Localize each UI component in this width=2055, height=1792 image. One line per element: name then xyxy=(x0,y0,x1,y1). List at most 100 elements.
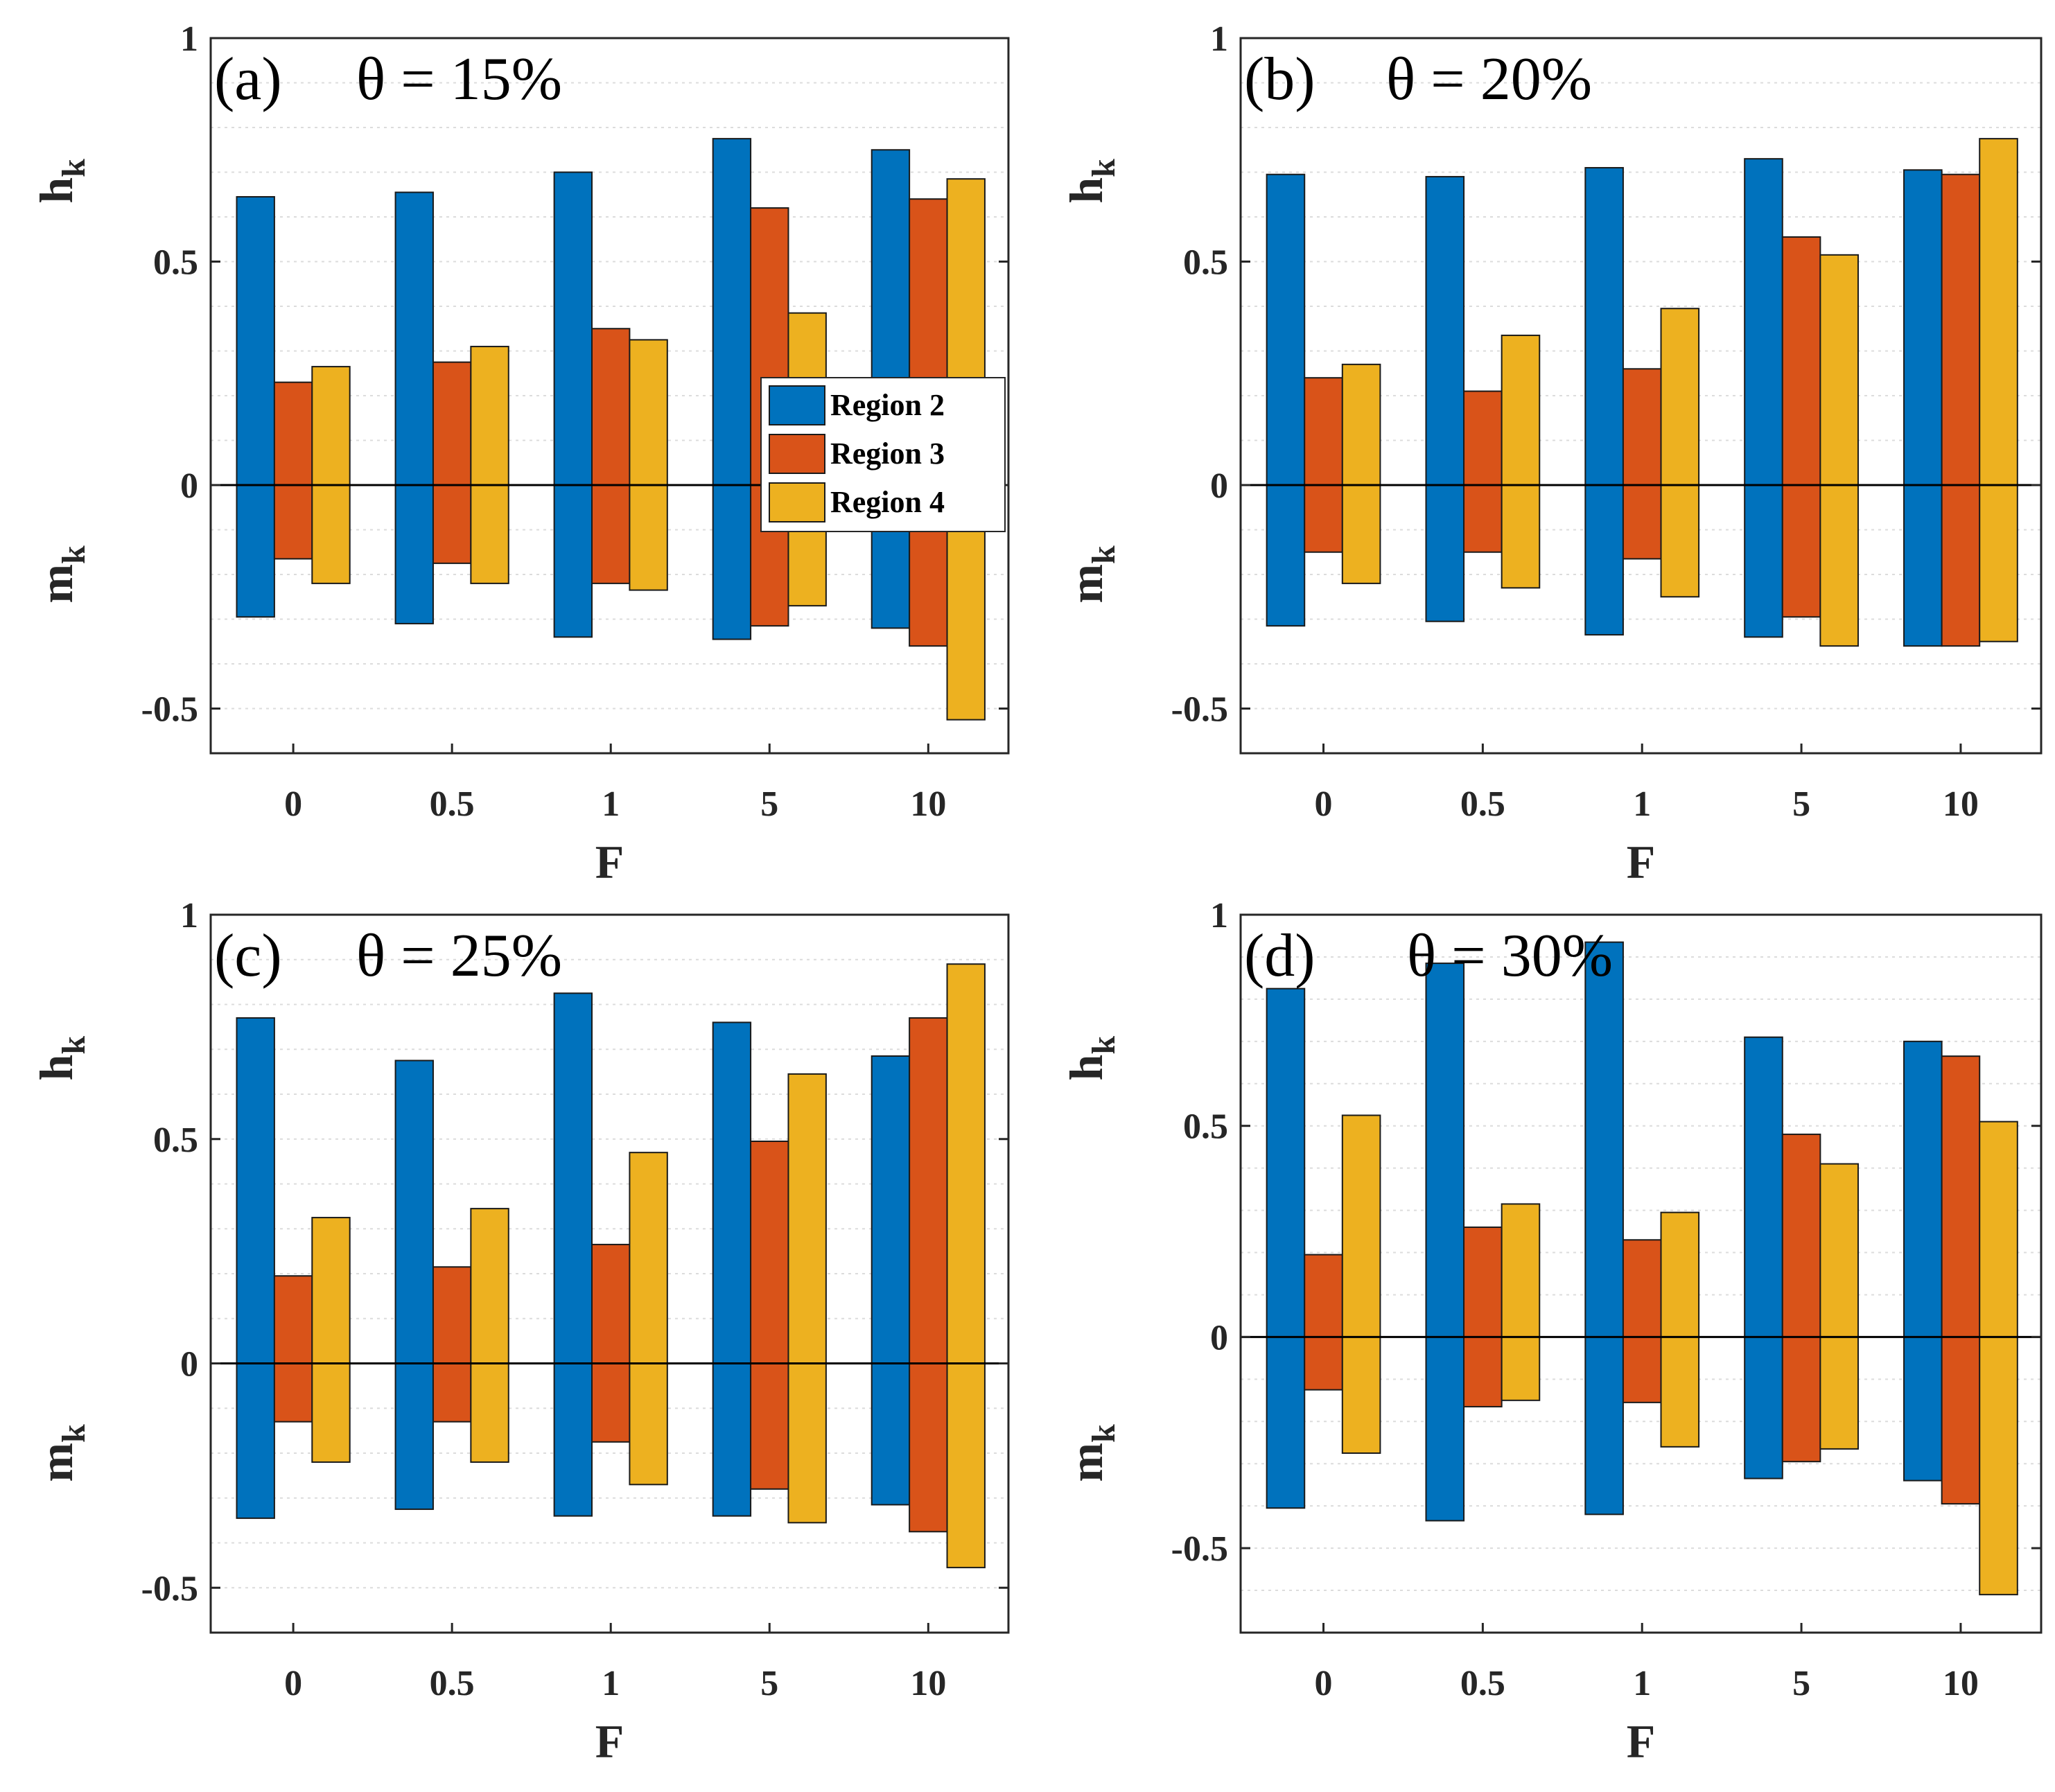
x-tick-label: 0 xyxy=(1315,784,1333,824)
bar-region2-m-1 xyxy=(1584,1336,1624,1516)
bar-region3-m-0 xyxy=(273,484,313,560)
bar-region4-m-0 xyxy=(311,484,351,584)
y-tick-label: 1 xyxy=(1210,896,1228,935)
bar-region2-m-0.5 xyxy=(1425,1336,1465,1522)
panel-label: (a) xyxy=(214,46,282,113)
bar-region3-m-10 xyxy=(1941,1336,1981,1505)
bar-region4-h-1 xyxy=(1660,1211,1700,1338)
bar-region4-h-0 xyxy=(1341,363,1381,486)
x-tick-label: 0.5 xyxy=(430,1664,475,1703)
bar-region4-m-0.5 xyxy=(1501,1336,1541,1401)
y-axis-label-m-sub: k xyxy=(1085,1424,1122,1443)
bar-region3-h-5 xyxy=(750,1140,789,1364)
bar-region2-m-0 xyxy=(1266,1336,1306,1509)
x-tick-label: 5 xyxy=(760,1664,778,1703)
bar-region4-h-1 xyxy=(629,1152,668,1364)
bar-region3-h-0 xyxy=(273,381,313,486)
bar-region2-h-0 xyxy=(236,195,275,486)
x-axis-label: F xyxy=(1627,836,1656,888)
x-tick-label: 0 xyxy=(1315,1664,1333,1703)
y-axis-label-h-sub: k xyxy=(55,1036,92,1055)
bar-region3-m-0.5 xyxy=(1463,484,1503,553)
bar-region2-m-0 xyxy=(236,1362,275,1519)
bar-region3-m-0 xyxy=(273,1362,313,1423)
bar-region4-h-1 xyxy=(1660,308,1700,486)
x-axis-label: F xyxy=(595,836,624,888)
x-tick-label: 5 xyxy=(1792,784,1810,824)
bar-region2-h-0.5 xyxy=(394,191,434,486)
x-tick-label: 0.5 xyxy=(430,784,475,824)
y-axis-label-m-main: m xyxy=(1060,1443,1112,1482)
bar-region2-m-1 xyxy=(553,1362,593,1517)
bar-region3-h-1 xyxy=(1622,1239,1662,1338)
y-axis-label-h-main: h xyxy=(1060,177,1112,204)
bar-region4-m-10 xyxy=(1979,1336,2018,1596)
y-axis-label-h: hk xyxy=(1060,1036,1122,1081)
panel-title: θ = 25% xyxy=(356,922,562,990)
legend-label: Region 4 xyxy=(830,485,945,519)
y-tick-label: 0 xyxy=(1210,466,1228,506)
bar-region3-h-10 xyxy=(1941,1055,1981,1338)
y-axis-label-m: mk xyxy=(30,1424,92,1482)
bar-region4-h-5 xyxy=(1819,1163,1859,1338)
legend-swatch-region4 xyxy=(769,482,825,522)
bar-region3-h-0.5 xyxy=(1463,390,1503,486)
bar-region3-m-0 xyxy=(1304,484,1343,553)
y-axis-label-m-main: m xyxy=(1060,564,1112,604)
bar-region3-h-1 xyxy=(591,328,631,486)
bar-region2-h-5 xyxy=(712,1021,752,1364)
y-axis-label-h-main: h xyxy=(1060,1055,1112,1081)
y-tick-label: 0.5 xyxy=(1183,1107,1228,1147)
y-axis-label-h-main: h xyxy=(30,1055,82,1081)
bar-region2-m-10 xyxy=(1903,1336,1943,1482)
bar-region3-m-0.5 xyxy=(432,1362,472,1423)
bar-region3-h-1 xyxy=(591,1243,631,1364)
y-axis-label-m-main: m xyxy=(30,1443,82,1482)
bar-region2-m-5 xyxy=(712,1362,752,1517)
x-tick-label: 1 xyxy=(602,784,620,824)
bar-region3-m-5 xyxy=(1781,1336,1821,1463)
bar-region3-h-0 xyxy=(1304,1254,1343,1338)
bar-region2-h-1 xyxy=(1584,167,1624,486)
y-tick-label: 0.5 xyxy=(153,1121,198,1160)
bar-region4-m-5 xyxy=(787,1362,827,1524)
y-axis-label-m-sub: k xyxy=(55,1424,92,1443)
bar-region3-m-5 xyxy=(750,1362,789,1490)
bar-region4-m-1 xyxy=(1660,484,1700,598)
bar-region4-m-1 xyxy=(629,484,668,591)
bar-region4-h-0.5 xyxy=(470,1208,509,1364)
bar-region2-m-0.5 xyxy=(1425,484,1465,622)
x-axis-label: F xyxy=(1627,1715,1656,1768)
y-tick-label: 0 xyxy=(1210,1318,1228,1358)
y-axis-label-h-sub: k xyxy=(55,159,92,177)
bar-region3-h-1 xyxy=(1622,368,1662,486)
bar-region4-h-10 xyxy=(1979,138,2018,486)
bar-region3-h-10 xyxy=(1941,173,1981,486)
bar-region2-h-0.5 xyxy=(1425,963,1465,1338)
x-axis-label: F xyxy=(595,1715,624,1768)
y-tick-label: 0 xyxy=(180,1345,198,1385)
bar-region3-m-1 xyxy=(1622,484,1662,560)
bar-region3-h-0 xyxy=(1304,377,1343,486)
legend-swatch-region3 xyxy=(769,434,825,474)
bar-region3-h-0.5 xyxy=(432,1266,472,1364)
bar-region2-m-0 xyxy=(1266,484,1306,627)
y-axis-label-m: mk xyxy=(1060,1424,1122,1482)
x-tick-label: 0 xyxy=(284,784,302,824)
axes-frame xyxy=(209,37,1010,755)
bar-region4-h-10 xyxy=(1979,1121,2018,1338)
y-axis-label-m: mk xyxy=(1060,545,1122,604)
bar-region3-h-0.5 xyxy=(1463,1226,1503,1338)
bar-region4-m-0 xyxy=(311,1362,351,1463)
bar-region3-m-1 xyxy=(1622,1336,1662,1403)
bar-region2-m-10 xyxy=(1903,484,1943,647)
axes-frame xyxy=(1239,913,2043,1634)
y-axis-label-m-sub: k xyxy=(55,545,92,564)
y-axis-label-h-sub: k xyxy=(1085,1036,1122,1055)
bar-region2-h-0 xyxy=(1266,987,1306,1338)
bar-region3-m-10 xyxy=(909,1362,948,1533)
x-tick-label: 10 xyxy=(1943,1664,1979,1703)
